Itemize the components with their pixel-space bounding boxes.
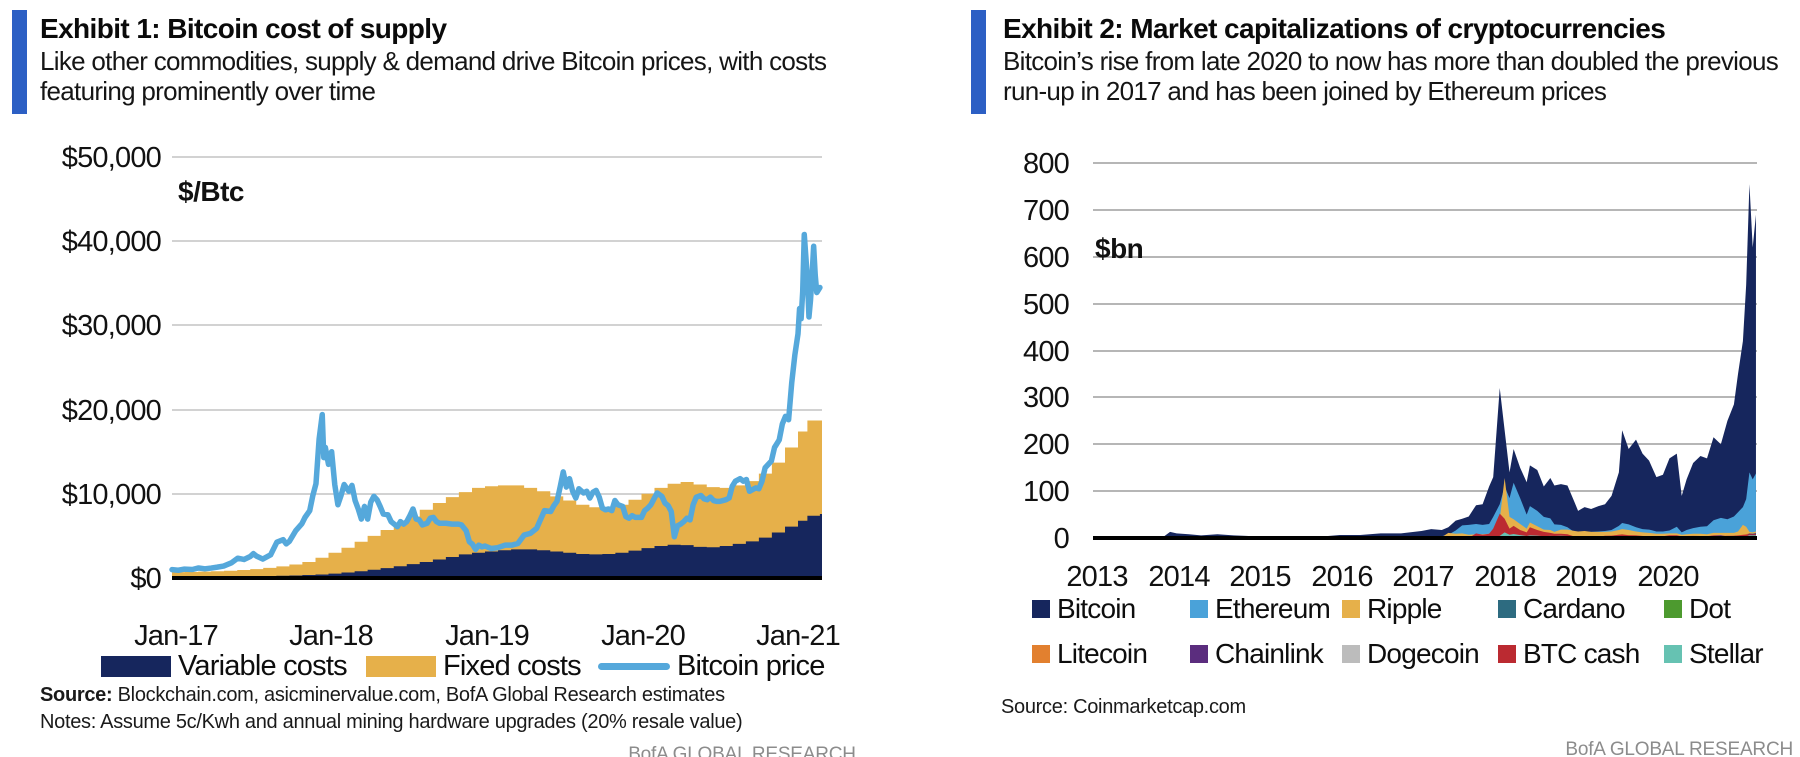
legend-item-cardano: Cardano: [1498, 593, 1626, 625]
exhibit1-axis-unit: $/Btc: [178, 176, 244, 207]
exhibit1-notes: Notes: Assume 5c/Kwh and annual mining h…: [40, 711, 743, 733]
y-tick: $20,000: [62, 395, 161, 427]
x-tick: 2019: [1555, 561, 1616, 593]
legend-item-bitcoin: Bitcoin: [1032, 593, 1136, 625]
legend-label: Variable costs: [178, 650, 348, 682]
exhibit2-axis-unit: $bn: [1095, 233, 1143, 264]
bitcoin-price-swatch: [598, 663, 670, 670]
legend-label: Litecoin: [1057, 638, 1148, 669]
exhibit1-watermark: BofA GLOBAL RESEARCH: [628, 744, 856, 757]
y-tick: 400: [1023, 336, 1069, 368]
y-tick: $50,000: [62, 142, 161, 174]
legend-item-dogecoin: Dogecoin: [1342, 638, 1480, 670]
legend-label: Bitcoin price: [677, 650, 825, 682]
exhibit2-title: Exhibit 2: Market capitalizations of cry…: [1003, 13, 1666, 44]
exhibit1-subtitle: Like other commodities, supply & demand …: [40, 46, 827, 106]
legend-label: Dot: [1689, 593, 1731, 624]
x-tick: 2013: [1066, 561, 1127, 593]
exhibit2-subtitle: Bitcoin’s rise from late 2020 to now has…: [1003, 46, 1779, 106]
y-tick: 700: [1023, 195, 1069, 227]
x-tick: Jan-21: [756, 620, 840, 652]
dogecoin-swatch: [1342, 645, 1360, 663]
x-tick: Jan-19: [445, 620, 529, 652]
cardano-swatch: [1498, 600, 1516, 618]
exhibit1-accent-bar: [12, 10, 27, 114]
y-tick: $0: [130, 563, 161, 595]
exhibit2-x-tick-labels: 2013 2014 2015 2016 2017 2018 2019 2020: [1066, 561, 1699, 593]
legend-item-litecoin: Litecoin: [1032, 638, 1148, 670]
exhibit1-y-tick-labels: $50,000 $40,000 $30,000 $20,000 $10,000 …: [62, 142, 162, 595]
x-tick: 2017: [1392, 561, 1453, 593]
legend-item-ripple: Ripple: [1342, 593, 1442, 625]
legend-label: Cardano: [1523, 593, 1626, 624]
exhibit2-y-tick-labels: 800 700 600 500 400 300 200 100 0: [1023, 148, 1070, 555]
source-label: Source:: [40, 684, 113, 706]
y-tick: $30,000: [62, 310, 161, 342]
legend-label: Dogecoin: [1367, 638, 1480, 669]
x-tick: 2018: [1474, 561, 1535, 593]
y-tick: 0: [1054, 523, 1069, 555]
x-tick: Jan-20: [601, 620, 685, 652]
exhibit2-gridlines: [1093, 162, 1757, 492]
ripple-swatch: [1342, 600, 1360, 618]
legend-item-dot: Dot: [1664, 593, 1731, 625]
litecoin-swatch: [1032, 645, 1050, 663]
legend-item-chainlink: Chainlink: [1190, 638, 1324, 670]
legend-item-stellar: Stellar: [1664, 638, 1764, 670]
x-tick: 2020: [1637, 561, 1698, 593]
exhibit2-area-series: [1095, 184, 1756, 538]
legend-item-bitcoin-price: Bitcoin price: [598, 650, 825, 683]
variable-costs-swatch: [101, 656, 171, 677]
y-tick: 300: [1023, 382, 1069, 414]
legend-label: Bitcoin: [1057, 593, 1136, 624]
legend-item-variable-costs: Variable costs: [101, 650, 348, 683]
y-tick: 100: [1023, 476, 1069, 508]
stellar-swatch: [1664, 645, 1682, 663]
y-tick: $10,000: [62, 479, 161, 511]
y-tick: 800: [1023, 148, 1069, 180]
legend-label: BTC cash: [1523, 638, 1640, 669]
legend-label: Fixed costs: [443, 650, 582, 682]
ethereum-swatch: [1190, 600, 1208, 618]
exhibit1-x-tick-labels: Jan-17 Jan-18 Jan-19 Jan-20 Jan-21: [134, 620, 841, 652]
y-tick: 200: [1023, 429, 1069, 461]
x-tick: Jan-18: [289, 620, 373, 652]
legend-item-fixed-costs: Fixed costs: [366, 650, 582, 683]
exhibit2-chart: 800 700 600 500 400 300 200 100 0 2013 2…: [1023, 148, 1757, 593]
exhibit2-accent-bar: [971, 10, 986, 114]
source-text: Blockchain.com, asicminervalue.com, BofA…: [117, 684, 725, 706]
exhibit2-source: Source: Coinmarketcap.com: [1001, 696, 1246, 718]
y-tick: 600: [1023, 242, 1069, 274]
x-tick: Jan-17: [134, 620, 218, 652]
x-tick: 2014: [1148, 561, 1210, 593]
exhibit1-chart: $50,000 $40,000 $30,000 $20,000 $10,000 …: [62, 142, 841, 652]
legend-item-ethereum: Ethereum: [1190, 593, 1331, 625]
exhibit1-gridlines: [172, 156, 822, 495]
exhibit1-bitcoin-price-line: [169, 231, 823, 574]
exhibit1-area-series: [172, 420, 822, 578]
legend-item-btc-cash: BTC cash: [1498, 638, 1640, 670]
y-tick: 500: [1023, 289, 1069, 321]
fixed-costs-swatch: [366, 656, 436, 677]
bitcoin-swatch: [1032, 600, 1050, 618]
x-tick: 2016: [1311, 561, 1372, 593]
exhibit2-watermark: BofA GLOBAL RESEARCH: [1565, 739, 1793, 757]
exhibit1-source: Source: Blockchain.com, asicminervalue.c…: [40, 684, 725, 707]
chainlink-swatch: [1190, 645, 1208, 663]
btc-cash-swatch: [1498, 645, 1516, 663]
y-tick: $40,000: [62, 226, 161, 258]
x-tick: 2015: [1229, 561, 1290, 593]
legend-label: Ethereum: [1215, 593, 1331, 624]
exhibit2-header: Exhibit 2: Market capitalizations of cry…: [1003, 13, 1798, 106]
legend-label: Chainlink: [1215, 638, 1324, 669]
exhibit1-title: Exhibit 1: Bitcoin cost of supply: [40, 13, 447, 44]
legend-label: Ripple: [1367, 593, 1442, 624]
legend-label: Stellar: [1689, 638, 1764, 669]
exhibit1-header: Exhibit 1: Bitcoin cost of supply Like o…: [40, 13, 855, 106]
dot-swatch: [1664, 600, 1682, 618]
